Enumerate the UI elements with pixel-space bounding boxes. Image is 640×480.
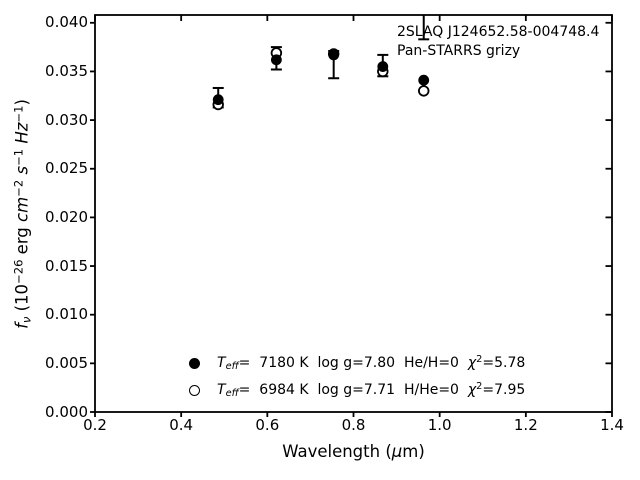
model-point-filled-i (328, 49, 340, 61)
x-axis-label: Wavelength (μm) (95, 442, 612, 462)
text-segment: Hz (12, 122, 32, 144)
text-segment: eff (225, 360, 239, 372)
filled-circle-icon (189, 358, 200, 369)
text-segment: χ (467, 381, 477, 398)
x-tick-label: 0.6 (255, 416, 280, 434)
model-point-filled-y (418, 74, 430, 86)
text-segment: χ (467, 354, 477, 371)
model-point-filled-r (270, 54, 282, 66)
y-tick-label: 0.000 (45, 402, 88, 421)
text-segment: T (217, 354, 226, 371)
y-tick-label: 0.040 (45, 13, 88, 32)
y-tick-label: 0.010 (45, 305, 88, 324)
text-segment: = 6984 K log g=7.71 H/He=0 (238, 381, 468, 398)
y-tick-label: 0.005 (45, 353, 88, 372)
text-segment: 2 (476, 381, 483, 393)
survey-name: Pan-STARRS grizy (397, 42, 521, 59)
text-segment: ν (19, 316, 34, 324)
legend-entry-label: Teff= 6984 K log g=7.71 H/He=0 χ2=7.95 (217, 381, 525, 401)
text-segment: =7.95 (482, 381, 526, 398)
text-segment: =5.78 (482, 354, 526, 371)
model-point-open-y (418, 85, 430, 97)
text-segment: s (12, 165, 32, 175)
x-tick-label: 1.4 (600, 416, 624, 434)
text-segment: 2 (476, 354, 483, 366)
x-tick-label: 0.2 (83, 416, 107, 434)
text-segment: = 7180 K log g=7.80 He/H=0 (238, 354, 468, 371)
text-segment: m) (402, 442, 425, 461)
text-segment: −2 (11, 179, 26, 197)
x-tick-label: 1.2 (513, 416, 538, 434)
text-segment: −26 (11, 259, 26, 284)
y-tick-label: 0.015 (45, 256, 88, 275)
model-point-filled-g (212, 94, 224, 106)
x-tick-label: 0.8 (341, 416, 366, 434)
text-segment: −1 (11, 105, 26, 123)
text-segment: eff (225, 387, 239, 399)
y-tick-label: 0.035 (45, 61, 88, 80)
x-tick-label: 0.4 (169, 416, 194, 434)
legend-entry-label: Teff= 7180 K log g=7.80 He/H=0 χ2=5.78 (217, 354, 525, 374)
text-segment: Wavelength ( (282, 442, 392, 461)
text-segment: T (217, 381, 226, 398)
source-annotation: 2SLAQ J124652.58-004748.4 Pan-STARRS gri… (397, 23, 599, 60)
text-segment: cm (12, 196, 32, 222)
legend: Teff= 7180 K log g=7.80 He/H=0 χ2=5.78 Te… (189, 350, 525, 404)
y-axis-label: fν (10−26 erg cm−2 s−1 Hz−1) (11, 99, 34, 329)
text-segment: μ (391, 442, 403, 461)
open-circle-icon (189, 385, 200, 396)
text-segment: erg (12, 221, 32, 260)
model-point-filled-z (377, 61, 389, 72)
y-tick-label: 0.025 (45, 159, 88, 178)
text-segment: ) (12, 99, 32, 106)
x-tick-label: 1.0 (427, 416, 452, 434)
text-segment: (10 (12, 283, 32, 317)
y-tick-label: 0.020 (45, 207, 88, 226)
object-name: 2SLAQ J124652.58-004748.4 (397, 24, 600, 40)
text-segment: −1 (11, 148, 26, 166)
y-tick-label: 0.030 (45, 110, 88, 129)
legend-entry: Teff= 7180 K log g=7.80 He/H=0 χ2=5.78 (189, 350, 525, 377)
text-segment: f (12, 323, 32, 329)
legend-entry: Teff= 6984 K log g=7.71 H/He=0 χ2=7.95 (189, 377, 525, 404)
